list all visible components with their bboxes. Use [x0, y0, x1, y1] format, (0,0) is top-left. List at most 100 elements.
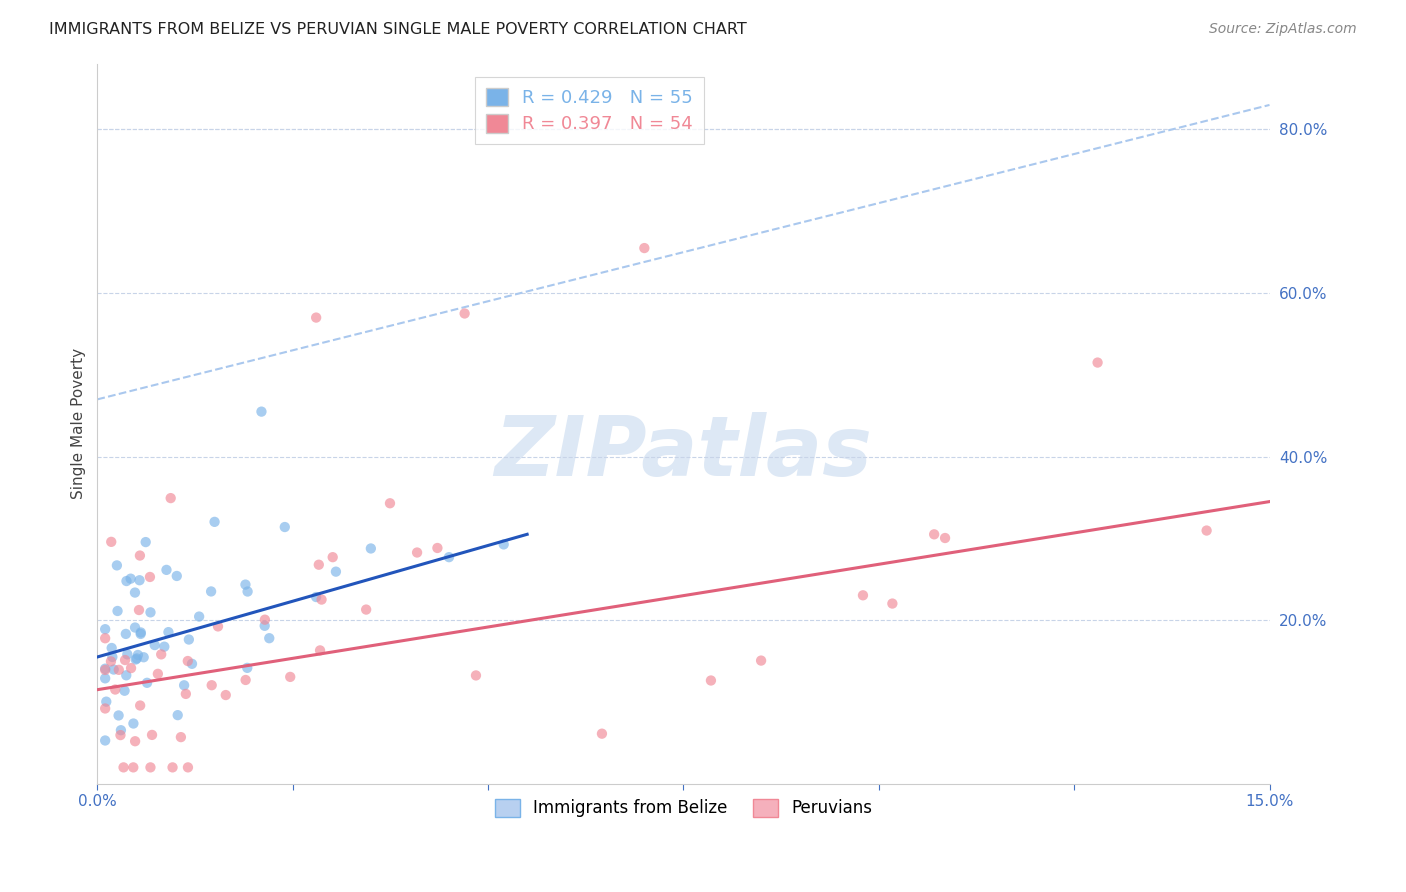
- Point: [235, 673, 257, 687]
- Point: [922, 527, 945, 541]
- Point: [1087, 355, 1109, 369]
- Point: [103, 663, 125, 677]
- Point: [204, 515, 226, 529]
- Text: Source: ZipAtlas.com: Source: ZipAtlas.com: [1209, 22, 1357, 37]
- Point: [378, 496, 401, 510]
- Point: [235, 577, 257, 591]
- Point: [120, 661, 142, 675]
- Point: [1195, 524, 1218, 538]
- Point: [236, 661, 259, 675]
- Point: [159, 491, 181, 505]
- Point: [107, 604, 129, 618]
- Point: [253, 619, 276, 633]
- Point: [117, 648, 139, 662]
- Point: [174, 687, 197, 701]
- Point: [177, 632, 200, 647]
- Point: [107, 663, 129, 677]
- Point: [124, 621, 146, 635]
- Point: [129, 549, 152, 563]
- Point: [177, 654, 200, 668]
- Point: [453, 306, 475, 320]
- Point: [124, 734, 146, 748]
- Point: [129, 625, 152, 640]
- Point: [934, 531, 956, 545]
- Point: [139, 570, 162, 584]
- Text: IMMIGRANTS FROM BELIZE VS PERUVIAN SINGLE MALE POVERTY CORRELATION CHART: IMMIGRANTS FROM BELIZE VS PERUVIAN SINGL…: [49, 22, 747, 37]
- Text: ZIPatlas: ZIPatlas: [495, 412, 872, 493]
- Point: [181, 657, 204, 671]
- Point: [128, 573, 150, 587]
- Point: [166, 708, 188, 723]
- Point: [157, 625, 180, 640]
- Point: [122, 716, 145, 731]
- Point: [115, 668, 138, 682]
- Point: [110, 728, 132, 742]
- Point: [143, 638, 166, 652]
- Point: [253, 613, 276, 627]
- Point: [437, 550, 460, 565]
- Point: [129, 627, 152, 641]
- Point: [278, 670, 301, 684]
- Point: [127, 648, 149, 662]
- Legend: Immigrants from Belize, Peruvians: Immigrants from Belize, Peruvians: [486, 790, 880, 826]
- Point: [146, 666, 169, 681]
- Point: [107, 708, 129, 723]
- Point: [177, 760, 200, 774]
- Y-axis label: Single Male Poverty: Single Male Poverty: [72, 349, 86, 500]
- Point: [100, 654, 122, 668]
- Point: [207, 619, 229, 633]
- Point: [122, 760, 145, 774]
- Point: [150, 648, 173, 662]
- Point: [200, 584, 222, 599]
- Point: [173, 678, 195, 692]
- Point: [114, 683, 136, 698]
- Point: [700, 673, 723, 688]
- Point: [115, 574, 138, 588]
- Point: [94, 671, 117, 685]
- Point: [492, 537, 515, 551]
- Point: [105, 558, 128, 573]
- Point: [311, 592, 333, 607]
- Point: [153, 640, 176, 654]
- Point: [322, 550, 344, 565]
- Point: [125, 652, 148, 666]
- Point: [104, 682, 127, 697]
- Point: [128, 603, 150, 617]
- Point: [325, 565, 347, 579]
- Point: [94, 662, 117, 676]
- Point: [94, 701, 117, 715]
- Point: [305, 310, 328, 325]
- Point: [110, 723, 132, 738]
- Point: [465, 668, 488, 682]
- Point: [170, 730, 193, 744]
- Point: [354, 602, 377, 616]
- Point: [201, 678, 224, 692]
- Point: [166, 569, 188, 583]
- Point: [274, 520, 297, 534]
- Point: [94, 632, 117, 646]
- Point: [101, 649, 124, 664]
- Point: [112, 760, 135, 774]
- Point: [406, 545, 429, 559]
- Point: [94, 622, 117, 636]
- Point: [155, 563, 177, 577]
- Point: [141, 728, 163, 742]
- Point: [124, 585, 146, 599]
- Point: [360, 541, 382, 556]
- Point: [129, 698, 152, 713]
- Point: [426, 541, 449, 555]
- Point: [114, 627, 136, 641]
- Point: [215, 688, 238, 702]
- Point: [139, 605, 162, 619]
- Point: [259, 631, 281, 645]
- Point: [94, 663, 117, 677]
- Point: [100, 534, 122, 549]
- Point: [236, 584, 259, 599]
- Point: [135, 535, 157, 549]
- Point: [139, 760, 162, 774]
- Point: [749, 654, 772, 668]
- Point: [308, 558, 330, 572]
- Point: [94, 733, 117, 747]
- Point: [852, 588, 875, 602]
- Point: [305, 590, 328, 604]
